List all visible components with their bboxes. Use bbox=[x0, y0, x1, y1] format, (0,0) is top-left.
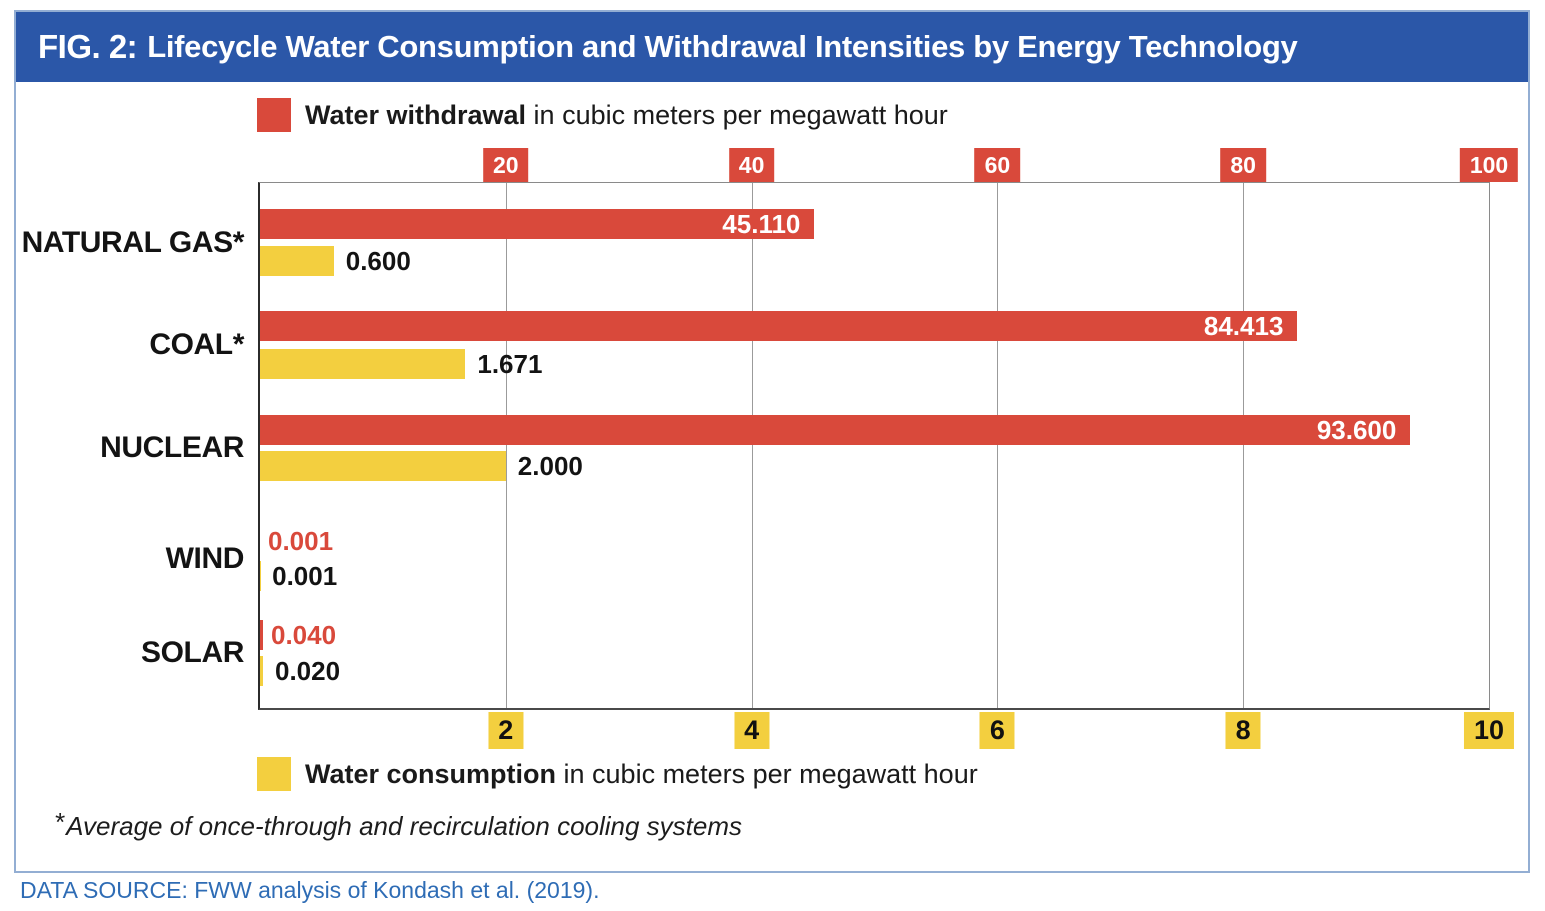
consumption-value-label: 0.600 bbox=[345, 246, 411, 276]
consumption-bar bbox=[260, 246, 334, 276]
footnote: *Average of once-through and recirculati… bbox=[54, 807, 742, 842]
top-axis-tick-label: 40 bbox=[728, 148, 775, 182]
withdrawal-swatch-icon bbox=[257, 98, 291, 132]
figure-card: FIG. 2: Lifecycle Water Consumption and … bbox=[14, 10, 1530, 873]
consumption-value-label: 0.001 bbox=[272, 561, 338, 591]
withdrawal-bar bbox=[260, 311, 1298, 341]
legend-withdrawal-term: Water withdrawal bbox=[305, 99, 527, 130]
withdrawal-value-label: 84.413 bbox=[1203, 311, 1284, 341]
top-axis-tick-label: 20 bbox=[483, 148, 529, 182]
consumption-bar bbox=[260, 656, 263, 686]
consumption-bar bbox=[260, 349, 466, 379]
bottom-axis-tick-label: 10 bbox=[1463, 712, 1515, 749]
data-source: DATA SOURCE: FWW analysis of Kondash et … bbox=[20, 877, 600, 903]
withdrawal-value-label: 93.600 bbox=[1316, 415, 1397, 445]
bottom-axis-tick-label: 8 bbox=[1225, 712, 1261, 749]
legend-consumption: Water consumption in cubic meters per me… bbox=[257, 757, 978, 791]
gridline bbox=[505, 183, 507, 708]
footnote-text: Average of once-through and recirculatio… bbox=[66, 811, 743, 841]
footnote-asterisk: * bbox=[54, 807, 65, 837]
category-label: NUCLEAR bbox=[100, 431, 244, 464]
figure-number: FIG. 2: bbox=[38, 28, 138, 65]
gridline bbox=[997, 183, 999, 708]
bottom-axis-tick-label: 2 bbox=[488, 712, 524, 749]
figure-header: FIG. 2: Lifecycle Water Consumption and … bbox=[16, 12, 1528, 82]
top-axis-tick-label: 100 bbox=[1459, 148, 1519, 182]
withdrawal-value-label: 0.001 bbox=[268, 526, 334, 556]
top-axis-tick-label: 80 bbox=[1220, 148, 1266, 182]
legend-consumption-unit: in cubic meters per megawatt hour bbox=[556, 758, 978, 789]
plot-area: 20 40 60 80 100 2 4 6 8 10 NATURAL GAS* 45.110 0.600… bbox=[22, 148, 1519, 749]
legend-consumption-label: Water consumption in cubic meters per me… bbox=[305, 759, 978, 790]
legend-withdrawal-unit: in cubic meters per megawatt hour bbox=[526, 99, 948, 130]
figure-title: Lifecycle Water Consumption and Withdraw… bbox=[147, 29, 1298, 64]
gridline bbox=[751, 183, 753, 708]
consumption-swatch-icon bbox=[257, 757, 291, 791]
legend-withdrawal: Water withdrawal in cubic meters per meg… bbox=[257, 98, 948, 132]
consumption-value-label: 0.020 bbox=[275, 656, 341, 686]
category-label: SOLAR bbox=[140, 636, 244, 669]
withdrawal-value-label: 45.110 bbox=[722, 209, 801, 239]
legend-consumption-term: Water consumption bbox=[305, 758, 557, 789]
legend-withdrawal-label: Water withdrawal in cubic meters per meg… bbox=[305, 100, 948, 131]
consumption-bar bbox=[260, 451, 506, 481]
withdrawal-bar bbox=[260, 620, 263, 650]
category-label: COAL* bbox=[149, 328, 244, 361]
category-label: NATURAL GAS* bbox=[21, 225, 245, 259]
withdrawal-value-label: 0.040 bbox=[271, 620, 337, 650]
withdrawal-bar bbox=[260, 415, 1411, 445]
bottom-axis-tick-label: 4 bbox=[734, 712, 770, 749]
consumption-value-label: 1.671 bbox=[477, 349, 543, 379]
category-label: WIND bbox=[165, 541, 245, 575]
bottom-axis-tick-label: 6 bbox=[979, 712, 1015, 749]
consumption-value-label: 2.000 bbox=[517, 451, 583, 481]
top-axis-tick-label: 60 bbox=[974, 148, 1021, 182]
withdrawal-bar bbox=[260, 209, 815, 239]
gridline bbox=[1243, 183, 1245, 708]
